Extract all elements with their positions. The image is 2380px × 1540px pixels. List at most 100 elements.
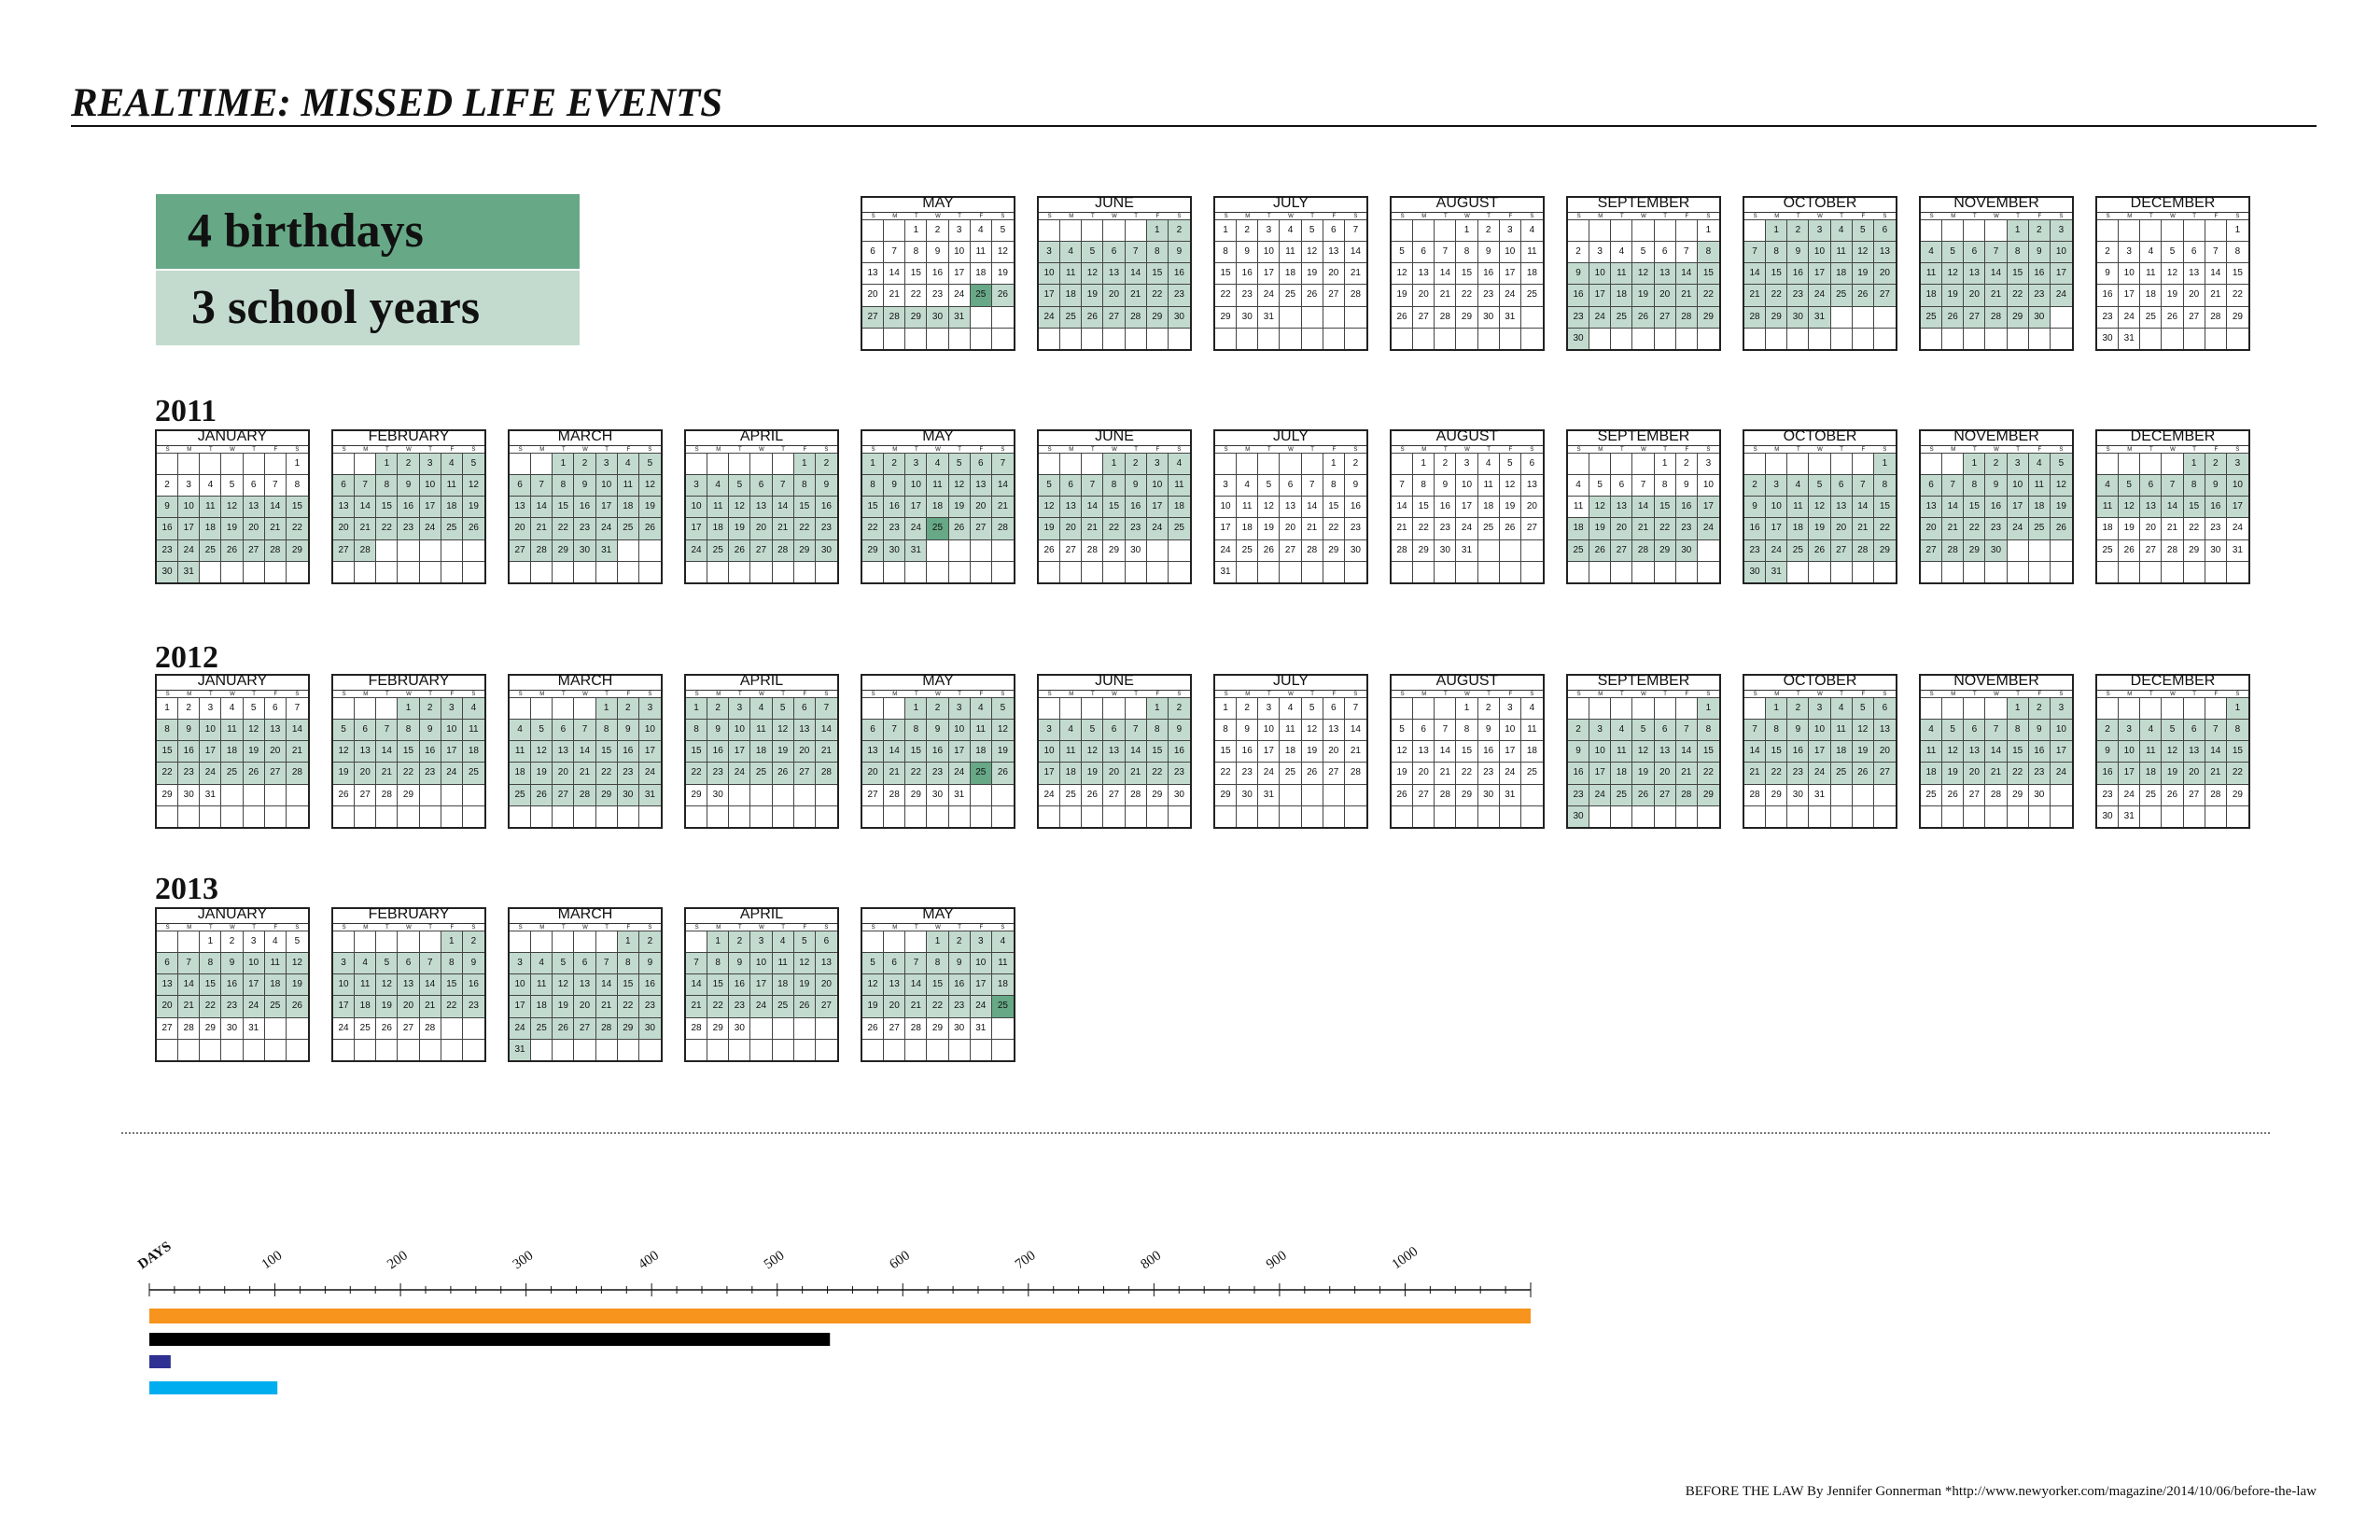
day-cell: 24 [510,1016,532,1039]
empty-cell [1280,805,1302,827]
day-cell: 20 [1103,284,1126,306]
weekday-label: F [1332,692,1337,697]
empty-cell [1589,327,1612,349]
weekday-label: S [694,447,699,453]
day-cell: 10 [1039,740,1061,763]
weekday-label: S [1353,692,1358,697]
day-cell: 11 [1520,719,1543,740]
empty-cell [441,805,463,827]
day-cell: 2 [1744,474,1767,497]
empty-cell [1258,453,1281,475]
day-cell: 29 [1766,305,1788,328]
day-cell: 3 [1766,474,1788,497]
day-cell: 27 [510,539,532,561]
day-cell: 1 [1103,453,1126,475]
day-cell: 20 [750,517,773,539]
day-cell: 16 [884,496,906,518]
month-calendar: DECEMBER S M T W T F S 1 2 3 4 5 6 7 8 9 10 11 12 13 14 15 16 17… [2095,196,2250,351]
month-name: MAY [922,906,954,922]
empty-cell [221,783,244,805]
day-cell: 8 [1146,241,1169,263]
weekday-label: T [738,447,742,453]
empty-cell [376,560,399,582]
day-cell: 19 [462,496,484,518]
empty-cell [2028,539,2051,561]
day-cell: 18 [1280,262,1302,285]
empty-cell [793,560,816,582]
empty-cell [1985,805,2008,827]
day-cell: 18 [1520,740,1543,762]
empty-cell [927,805,949,827]
day-cell: 14 [531,496,553,518]
day-cell: 9 [419,719,441,741]
day-cell: 15 [1103,496,1126,518]
day-cell: 23 [884,517,906,539]
weekday-label: F [273,447,278,453]
day-grid: 1 2 3 4 5 6 7 8 9 10 11 12 13 14 15 16 17 18 19 20 21 22 23 24 2… [1921,697,2072,827]
day-cell: 14 [2162,496,2184,518]
day-cell: 30 [927,305,949,328]
day-cell: 13 [264,719,287,741]
day-cell: 1 [553,453,575,475]
day-grid: 1 2 3 4 5 6 7 8 9 10 11 12 13 14 15 16 17 18 19 20 21 22 23 24 2… [1568,219,1719,349]
empty-cell [178,1038,201,1060]
weekday-label: M [1951,692,1956,697]
day-grid: 1 2 3 4 5 6 7 8 9 10 11 12 13 14 15 16 17 18 19 20 21 22 23 24 2… [1744,219,1896,349]
day-cell: 12 [1039,496,1061,518]
day-cell: 20 [1103,762,1126,784]
empty-cell [1499,327,1521,349]
day-cell: 24 [1039,783,1061,805]
day-cell: 2 [1675,453,1698,475]
day-cell: 9 [1787,241,1810,263]
weekday-label: W [2170,692,2176,697]
day-cell: 15 [1146,262,1169,285]
day-cell: 19 [729,517,751,539]
weekday-label: M [716,692,721,697]
day-cell: 3 [750,931,773,953]
day-cell: 28 [178,1016,201,1039]
day-cell: 9 [1168,719,1190,741]
day-cell: 9 [157,496,179,518]
day-cell: 6 [264,697,287,720]
day-cell: 15 [927,973,949,996]
weekday-label: T [781,692,785,697]
day-cell: 5 [1942,719,1965,741]
day-cell: 5 [2050,453,2072,475]
day-cell: 28 [286,762,308,784]
day-cell: 22 [157,762,179,784]
empty-cell [1215,805,1238,827]
month-name: DECEMBER [2130,428,2216,444]
day-cell: 20 [243,517,265,539]
empty-cell [1301,805,1323,827]
day-cell: 12 [2050,474,2072,497]
day-cell: 23 [638,995,661,1017]
empty-cell [1611,697,1633,720]
empty-cell [729,560,751,582]
day-cell: 6 [1280,474,1302,497]
day-cell: 16 [1435,496,1457,518]
empty-cell [1942,327,1965,349]
month-name: DECEMBER [2130,673,2216,689]
day-cell: 17 [419,496,441,518]
month-calendar: OCTOBER S M T W T F S 1 2 3 4 5 6 7 8 9 10 11 12 13 14 15 16 17 1… [1743,674,1897,829]
day-grid: 1 2 3 4 5 6 7 8 9 10 11 12 13 14 15 16 17 18 19 20 21 22 23 24 2… [686,453,837,582]
month-name: OCTOBER [1783,428,1857,444]
empty-cell [1301,783,1323,805]
empty-cell [2050,783,2072,805]
day-cell: 4 [441,453,463,475]
day-cell: 16 [1568,284,1590,306]
day-cell: 3 [2007,453,2029,475]
day-cell: 22 [1215,762,1238,784]
empty-cell [2183,805,2205,827]
day-cell: 16 [1985,496,2008,518]
day-cell: 23 [1344,517,1366,539]
day-cell: 31 [1456,539,1478,561]
weekday-label: T [1840,692,1843,697]
weekday-label: W [406,692,412,697]
empty-cell [2183,327,2205,349]
month-name: FEBRUARY [368,428,450,444]
day-cell: 17 [750,973,773,996]
day-cell: 27 [1103,783,1126,805]
